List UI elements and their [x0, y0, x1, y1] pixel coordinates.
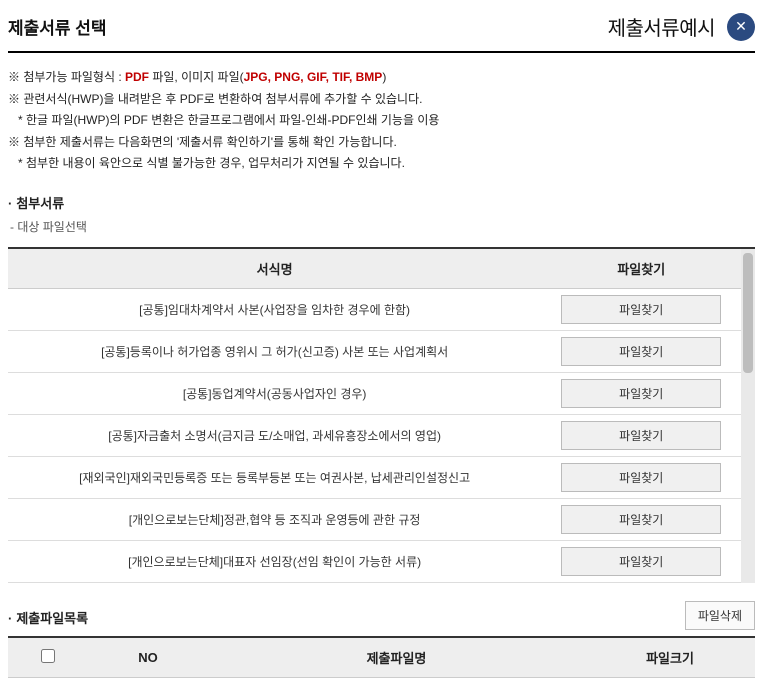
info-line-5: * 첨부한 내용이 육안으로 식별 불가능한 경우, 업무처리가 지연될 수 있…	[8, 153, 755, 175]
close-button[interactable]: ✕	[727, 13, 755, 41]
filelist-header-row: 제출파일목록 파일삭제	[8, 601, 755, 630]
file-delete-button[interactable]: 파일삭제	[685, 601, 755, 630]
table-row: [공통]자금출처 소명서(금지금 도/소매업, 과세유흥장소에서의 영업) 파일찾…	[8, 414, 741, 456]
col-filesize: 파일크기	[585, 637, 755, 678]
file-find-button[interactable]: 파일찾기	[561, 379, 721, 408]
col-form-name: 서식명	[8, 248, 541, 289]
docs-table-wrap: 서식명 파일찾기 [공통]임대차계약서 사본(사업장을 임차한 경우에 한함)파…	[8, 247, 755, 583]
select-all-checkbox[interactable]	[41, 649, 55, 663]
info-highlight: JPG, PNG, GIF, TIF, BMP	[244, 70, 383, 84]
table-row: [개인으로보는단체]대표자 선임장(선임 확인이 가능한 서류) 파일찾기	[8, 540, 741, 582]
info-text: 파일, 이미지 파일(	[149, 70, 244, 84]
form-name-cell: [공통]자금출처 소명서(금지금 도/소매업, 과세유흥장소에서의 영업)	[8, 414, 541, 456]
table-row: [공통]임대차계약서 사본(사업장을 임차한 경우에 한함) 파일찾기	[8, 288, 741, 330]
attach-sub-note: - 대상 파일선택	[10, 218, 755, 235]
header-right: 제출서류예시 ✕	[608, 12, 755, 41]
attach-section-title: 첨부서류	[8, 193, 755, 212]
table-row: [공통]등록이나 허가업종 영위시 그 허가(신고증) 사본 또는 사업계획서 파…	[8, 330, 741, 372]
table-row: [재외국인]재외국민등록증 또는 등록부등본 또는 여권사본, 납세관리인설정신…	[8, 456, 741, 498]
form-name-cell: [재외국인]재외국민등록증 또는 등록부등본 또는 여권사본, 납세관리인설정신…	[8, 456, 541, 498]
file-find-cell: 파일찾기	[541, 456, 741, 498]
form-name-cell: [공통]임대차계약서 사본(사업장을 임차한 경우에 한함)	[8, 288, 541, 330]
info-highlight: PDF	[125, 70, 149, 84]
col-filename: 제출파일명	[208, 637, 585, 678]
info-line-2: ※ 관련서식(HWP)을 내려받은 후 PDF로 변환하여 첨부서류에 추가할 …	[8, 89, 755, 111]
col-checkbox	[8, 637, 88, 678]
file-find-cell: 파일찾기	[541, 330, 741, 372]
file-find-button[interactable]: 파일찾기	[561, 295, 721, 324]
file-find-cell: 파일찾기	[541, 372, 741, 414]
file-find-button[interactable]: 파일찾기	[561, 421, 721, 450]
file-find-cell: 파일찾기	[541, 498, 741, 540]
docs-table: 서식명 파일찾기 [공통]임대차계약서 사본(사업장을 임차한 경우에 한함)파…	[8, 247, 741, 583]
file-find-button[interactable]: 파일찾기	[561, 505, 721, 534]
table-row: [공통]동업계약서(공동사업자인 경우) 파일찾기	[8, 372, 741, 414]
file-find-button[interactable]: 파일찾기	[561, 547, 721, 576]
file-find-cell: 파일찾기	[541, 288, 741, 330]
dialog-title: 제출서류 선택	[8, 14, 107, 39]
form-name-cell: [개인으로보는단체]정관,협약 등 조직과 운영등에 관한 규정	[8, 498, 541, 540]
form-name-cell: [공통]등록이나 허가업종 영위시 그 허가(신고증) 사본 또는 사업계획서	[8, 330, 541, 372]
info-text: ※ 첨부가능 파일형식 :	[8, 70, 125, 84]
info-text: )	[382, 70, 386, 84]
file-find-cell: 파일찾기	[541, 414, 741, 456]
col-file-find: 파일찾기	[541, 248, 741, 289]
info-line-4: ※ 첨부한 제출서류는 다음화면의 '제출서류 확인하기'를 통해 확인 가능합…	[8, 132, 755, 154]
scrollbar-thumb[interactable]	[743, 253, 753, 373]
close-icon: ✕	[735, 18, 747, 35]
info-line-3: * 한글 파일(HWP)의 PDF 변환은 한글프로그램에서 파일-인쇄-PDF…	[8, 110, 755, 132]
info-notice: ※ 첨부가능 파일형식 : PDF 파일, 이미지 파일(JPG, PNG, G…	[8, 53, 755, 189]
file-find-cell: 파일찾기	[541, 540, 741, 582]
col-no: NO	[88, 637, 208, 678]
info-line-1: ※ 첨부가능 파일형식 : PDF 파일, 이미지 파일(JPG, PNG, G…	[8, 67, 755, 89]
filelist-table: NO 제출파일명 파일크기	[8, 636, 755, 678]
file-find-button[interactable]: 파일찾기	[561, 337, 721, 366]
file-find-button[interactable]: 파일찾기	[561, 463, 721, 492]
form-name-cell: [개인으로보는단체]대표자 선임장(선임 확인이 가능한 서류)	[8, 540, 541, 582]
dialog-header: 제출서류 선택 제출서류예시 ✕	[8, 8, 755, 53]
table-row: [개인으로보는단체]정관,협약 등 조직과 운영등에 관한 규정 파일찾기	[8, 498, 741, 540]
filelist-section-title: 제출파일목록	[8, 608, 88, 627]
scrollbar-track[interactable]	[741, 247, 755, 583]
example-docs-link[interactable]: 제출서류예시	[608, 12, 715, 41]
form-name-cell: [공통]동업계약서(공동사업자인 경우)	[8, 372, 541, 414]
